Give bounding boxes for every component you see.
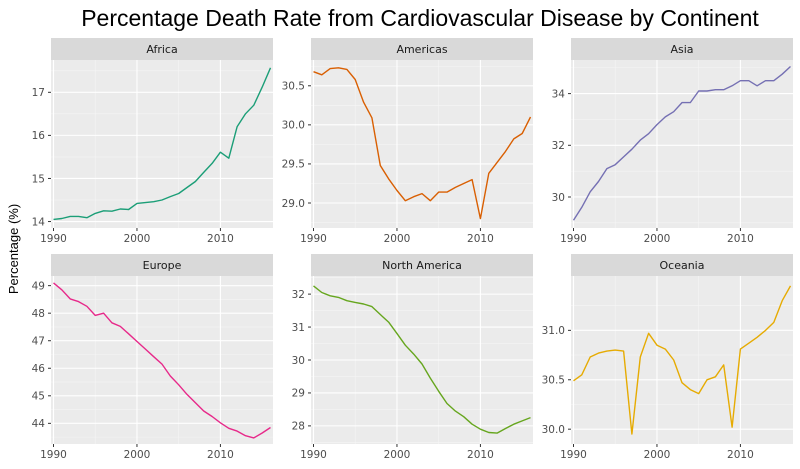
y-tick-label-europe: 46 <box>32 363 46 375</box>
facet-panels: Africa 14 15 16 17 1990 2000 2010 Americas 29.0 29… <box>32 38 793 461</box>
y-tick-label-africa: 17 <box>32 87 45 99</box>
y-tick-label-north-america: 31 <box>292 322 305 334</box>
y-tick-label-asia: 32 <box>552 140 565 152</box>
x-tick-label-asia: 2010 <box>727 233 754 245</box>
panel-asia: Asia 30 32 34 1990 2000 2010 <box>552 38 793 245</box>
strip-oceania <box>571 254 793 276</box>
y-tick-label-americas: 30.0 <box>282 120 305 132</box>
y-tick-label-europe: 45 <box>32 391 45 403</box>
plot-area-asia <box>571 60 793 228</box>
series-line-americas <box>313 67 532 220</box>
panel-americas: Americas 29.0 29.5 30.0 30.5 1990 2000 2010 <box>282 38 533 245</box>
panel-europe: Europe 44 45 46 47 48 49 1990 2000 2010 <box>32 254 273 461</box>
x-tick-label-americas: 1990 <box>300 233 327 245</box>
x-tick-label-oceania: 2010 <box>727 449 754 461</box>
y-tick-label-oceania: 30.0 <box>542 424 565 436</box>
x-tick-label-europe: 2010 <box>207 449 234 461</box>
y-tick-label-north-america: 30 <box>292 355 305 367</box>
strip-africa <box>51 38 273 60</box>
panel-oceania: Oceania 30.0 30.5 31.0 1990 2000 2010 <box>542 254 793 461</box>
strip-north-america <box>311 254 533 276</box>
series-line-north-america <box>313 285 531 434</box>
x-tick-label-americas: 2000 <box>384 233 411 245</box>
y-tick-label-oceania: 30.5 <box>542 375 565 387</box>
plot-area-oceania <box>571 276 793 444</box>
strip-label-africa: Africa <box>146 43 177 56</box>
strip-label-asia: Asia <box>670 43 693 56</box>
plot-area-americas <box>311 60 533 228</box>
x-tick-label-europe: 2000 <box>124 449 151 461</box>
panel-africa: Africa 14 15 16 17 1990 2000 2010 <box>32 38 273 245</box>
y-tick-label-africa: 16 <box>32 130 46 142</box>
panel-north-america: North America 28 29 30 31 32 1990 2000 2010 <box>292 254 533 461</box>
plot-area-europe <box>51 276 273 444</box>
y-tick-label-europe: 49 <box>32 280 45 292</box>
y-tick-label-africa: 15 <box>32 173 45 185</box>
x-tick-label-north-america: 1990 <box>300 449 327 461</box>
strip-label-north-america: North America <box>382 259 462 272</box>
chart-title: Percentage Death Rate from Cardiovascula… <box>81 5 759 31</box>
y-axis-label: Percentage (%) <box>6 204 21 294</box>
y-tick-label-asia: 30 <box>552 192 565 204</box>
y-tick-label-americas: 29.5 <box>282 159 305 171</box>
strip-asia <box>571 38 793 60</box>
y-tick-label-europe: 48 <box>32 308 45 320</box>
x-tick-label-asia: 1990 <box>560 233 587 245</box>
x-tick-label-north-america: 2010 <box>467 449 494 461</box>
x-tick-label-africa: 1990 <box>40 233 67 245</box>
x-tick-label-europe: 1990 <box>40 449 67 461</box>
strip-americas <box>311 38 533 60</box>
x-tick-label-africa: 2000 <box>124 233 151 245</box>
series-line-africa <box>53 67 272 221</box>
x-tick-label-asia: 2000 <box>644 233 671 245</box>
series-line-europe <box>53 282 271 439</box>
y-tick-label-europe: 44 <box>32 418 46 430</box>
strip-label-americas: Americas <box>396 43 447 56</box>
strip-europe <box>51 254 273 276</box>
y-tick-label-north-america: 32 <box>292 289 305 301</box>
y-tick-label-americas: 29.0 <box>282 198 305 210</box>
x-tick-label-north-america: 2000 <box>384 449 411 461</box>
y-tick-label-americas: 30.5 <box>282 81 305 93</box>
x-tick-label-oceania: 1990 <box>560 449 587 461</box>
y-tick-label-north-america: 28 <box>292 421 305 433</box>
series-line-oceania <box>573 285 792 435</box>
y-tick-label-asia: 34 <box>552 88 566 100</box>
x-tick-label-africa: 2010 <box>207 233 234 245</box>
y-tick-label-europe: 47 <box>32 336 45 348</box>
x-tick-label-oceania: 2000 <box>644 449 671 461</box>
plot-area-africa <box>51 60 273 228</box>
x-tick-label-americas: 2010 <box>467 233 494 245</box>
series-line-asia <box>572 65 791 221</box>
strip-label-oceania: Oceania <box>660 259 705 272</box>
y-tick-label-africa: 14 <box>32 216 46 228</box>
y-tick-label-north-america: 29 <box>292 388 305 400</box>
strip-label-europe: Europe <box>143 259 182 272</box>
y-tick-label-oceania: 31.0 <box>542 325 565 337</box>
